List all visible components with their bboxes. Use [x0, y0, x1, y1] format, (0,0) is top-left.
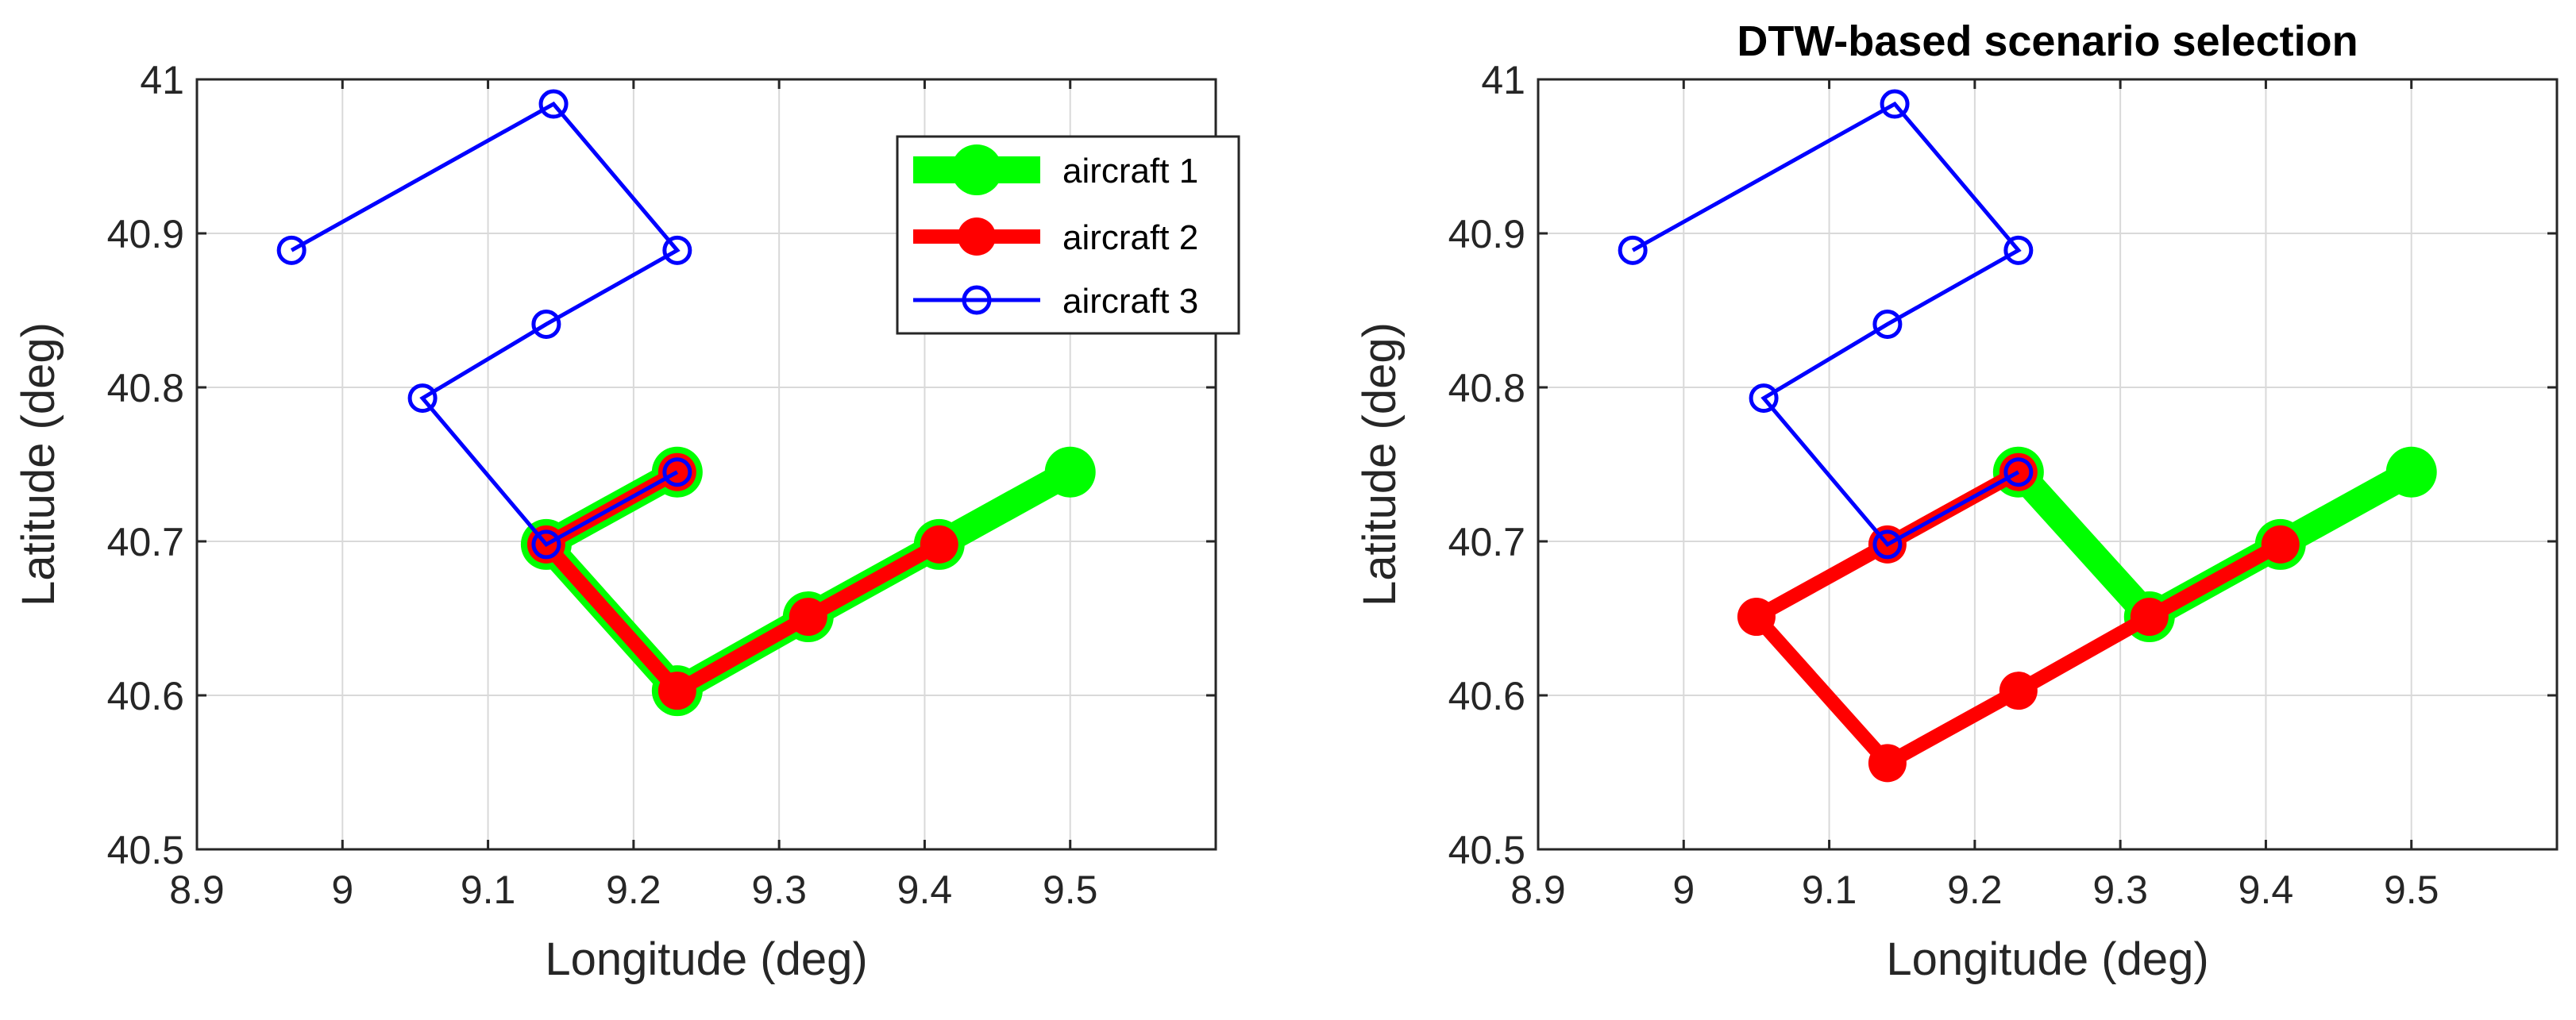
right-plot-ytick-label-3: 40.8 [1448, 366, 1525, 410]
right-plot-ytick-label-5: 41 [1481, 58, 1525, 102]
right-plot-axes-box [1537, 78, 2559, 851]
right-plot-xtick-label-0: 8.9 [1510, 868, 1566, 912]
right-plot-xtick-label-2: 9.1 [1802, 868, 1857, 912]
right-plot-series-3-point-1 [1880, 89, 1910, 119]
right-plot-series-2-point-3 [1868, 744, 1907, 783]
right-plot-ytick-label-4: 40.9 [1448, 212, 1525, 256]
left-plot-series-3-point-1 [538, 89, 569, 119]
right-plot-series-3-point-3 [1872, 309, 1903, 339]
right-plot-xtick-label-5: 9.4 [2239, 868, 2294, 912]
right-plot-y-axis-label: Latitude (deg) [1354, 322, 1406, 606]
legend-label-aircraft-2: aircraft 2 [1062, 218, 1198, 257]
legend-entry-aircraft-1: aircraft 1 [913, 144, 1198, 195]
right-plot-series-3-point-0 [1618, 235, 1648, 265]
right-plot-xtick-label-4: 9.3 [2092, 868, 2148, 912]
legend-label-aircraft-3: aircraft 3 [1062, 282, 1198, 321]
left-plot-xtick-label-4: 9.3 [751, 868, 807, 912]
legend-marker-aircraft-2 [958, 217, 996, 256]
left-plot-series-3-point-5 [531, 529, 561, 560]
right-plot-series-2-point-0 [2261, 525, 2300, 564]
left-plot-series-3-point-2 [662, 235, 692, 265]
right-plot-x-axis-label: Longitude (deg) [1886, 933, 2208, 985]
left-plot-series-3-point-4 [407, 383, 438, 414]
right-plot-ticks: 8.9 9 9.1 9.2 9.3 9.4 9.5 40.5 40.6 40.7 40.8 40.9 4… [1448, 58, 2557, 912]
left-plot-y-axis-label: Latitude (deg) [13, 322, 64, 606]
right-plot-xtick-label-6: 9.5 [2384, 868, 2439, 912]
left-plot-series-3-point-0 [276, 235, 307, 265]
left-plot-xtick-label-1: 9 [331, 868, 353, 912]
left-plot-ytick-label-4: 40.9 [107, 212, 184, 256]
legend-label-aircraft-1: aircraft 1 [1062, 152, 1198, 191]
left-plot: 8.9 9 9.1 9.2 9.3 9.4 9.5 40.5 40.6 40.7 40.8 40.9 4… [13, 58, 1240, 985]
left-plot-xtick-label-5: 9.4 [897, 868, 953, 912]
left-plot-xtick-label-6: 9.5 [1043, 868, 1098, 912]
legend-marker-aircraft-3 [962, 285, 992, 315]
right-plot-title: DTW-based scenario selection [1737, 17, 2358, 65]
left-plot-xtick-label-0: 8.9 [169, 868, 225, 912]
right-plot-series-2-line [1745, 465, 2285, 772]
right-plot-series [1618, 89, 2437, 783]
left-plot-series-1-point-0 [1044, 446, 1096, 498]
legend-entry-aircraft-2: aircraft 2 [913, 217, 1198, 257]
left-plot-ytick-label-0: 40.5 [107, 828, 184, 872]
left-plot-series-2-point-2 [657, 672, 696, 710]
right-plot-xtick-label-3: 9.2 [1947, 868, 2003, 912]
right-plot-series-3-point-4 [1749, 383, 1779, 414]
left-plot-series-3-point-3 [531, 309, 561, 339]
right-plot-series-1-line [2008, 460, 2418, 634]
right-plot-series-2-point-1 [2130, 598, 2169, 637]
right-plot-ytick-label-0: 40.5 [1448, 828, 1525, 872]
left-plot-xtick-label-2: 9.1 [461, 868, 516, 912]
right-plot-ytick-label-2: 40.7 [1448, 520, 1525, 564]
right-plot-ytick-label-1: 40.6 [1448, 674, 1525, 718]
left-plot-series-3-point-6 [662, 457, 692, 487]
right-plot-series-2-point-4 [1737, 598, 1776, 637]
left-plot-series-3-line [290, 101, 681, 548]
legend-marker-aircraft-1 [951, 144, 1002, 195]
left-plot-ytick-label-1: 40.6 [107, 674, 184, 718]
right-plot-series-3-point-2 [2003, 235, 2034, 265]
left-plot-series [276, 89, 1096, 717]
left-plot-series-2-line [534, 465, 943, 700]
right-plot-series-2-point-2 [1999, 672, 2038, 710]
right-plot-xtick-label-1: 9 [1672, 868, 1695, 912]
left-plot-x-axis-label: Longitude (deg) [545, 933, 867, 985]
left-plot-xtick-label-3: 9.2 [606, 868, 661, 912]
right-plot-series-3-point-6 [2003, 457, 2034, 487]
right-plot-series-1-point-0 [2385, 446, 2437, 498]
legend-entry-aircraft-3: aircraft 3 [913, 282, 1198, 321]
left-plot-series-2-point-1 [789, 598, 827, 637]
left-plot-ytick-label-5: 41 [140, 58, 184, 102]
right-plot-series-3-point-5 [1872, 529, 1903, 560]
right-plot-series-3-line [1631, 101, 2022, 548]
left-plot-ticks: 8.9 9 9.1 9.2 9.3 9.4 9.5 40.5 40.6 40.7 40.8 40.9 4… [107, 58, 1216, 912]
left-plot-axes-box [195, 78, 1217, 851]
left-plot-ytick-label-2: 40.7 [107, 520, 184, 564]
right-plot: DTW-based scenario selection 8.9 9 9.1 9.2 9… [1354, 17, 2559, 985]
left-plot-series-2-point-0 [920, 525, 958, 564]
legend: aircraft 1 aircraft 2 aircraft 3 [896, 135, 1240, 335]
left-plot-ytick-label-3: 40.8 [107, 366, 184, 410]
